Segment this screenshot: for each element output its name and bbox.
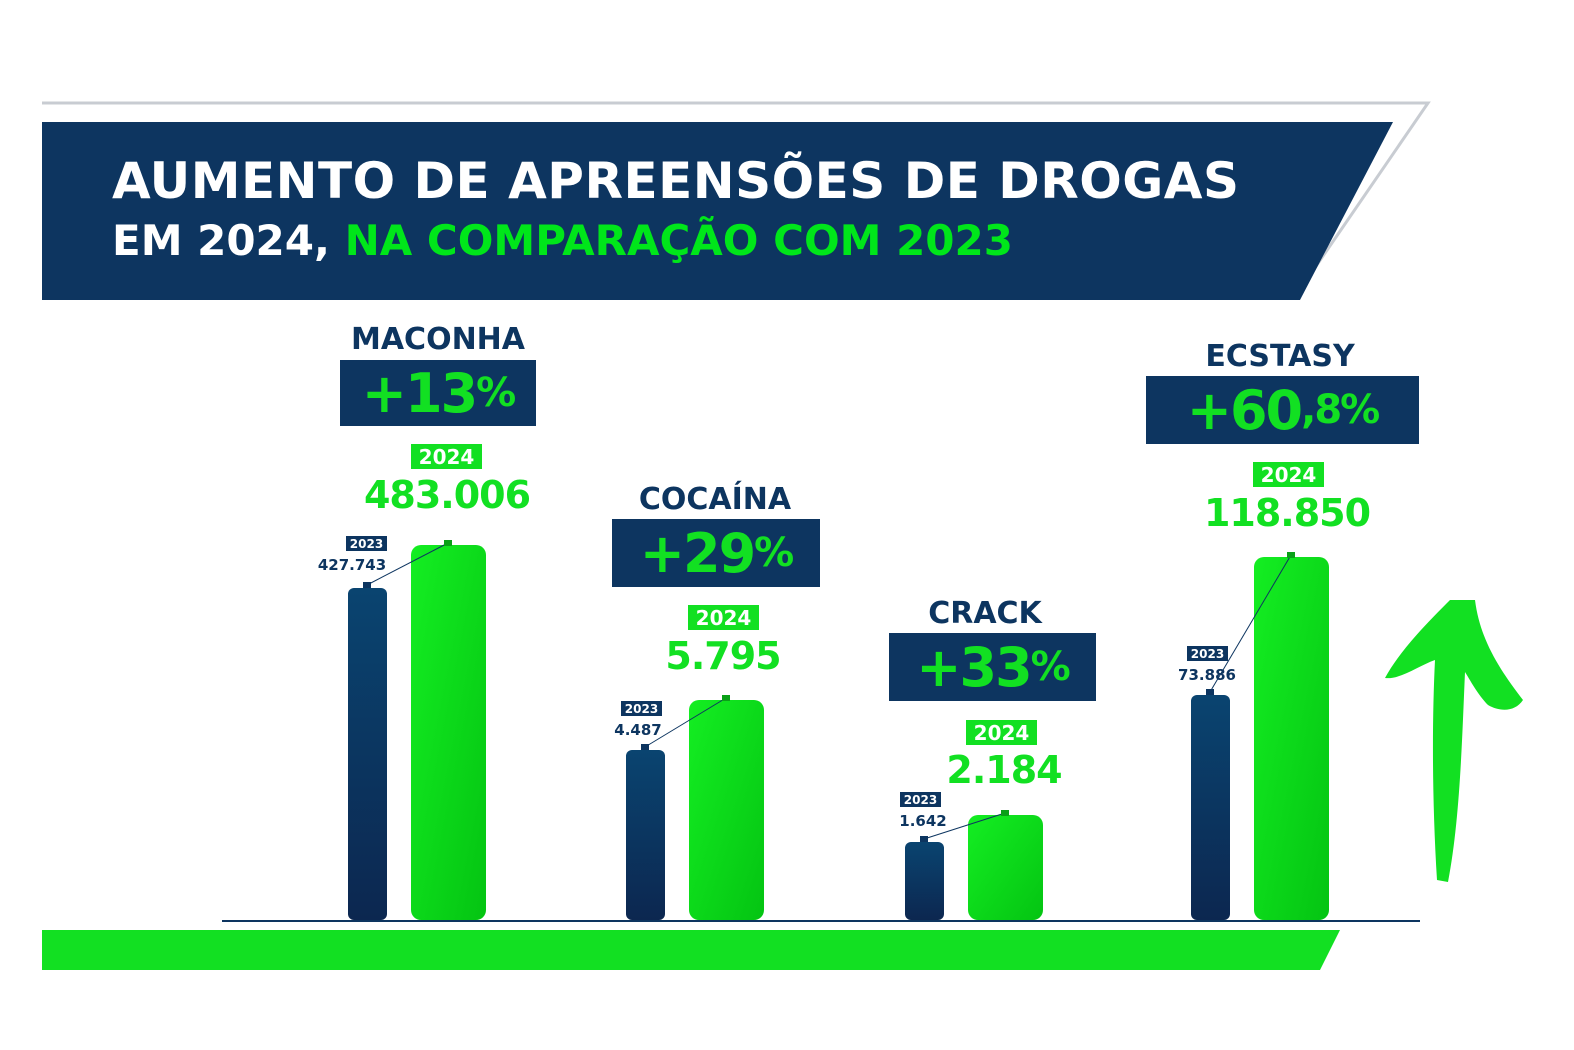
value-2024: 483.006 — [363, 473, 531, 517]
value-2024: 5.795 — [665, 634, 781, 678]
connector-line — [366, 542, 449, 586]
percent-change-box: +29% — [612, 519, 820, 587]
up-arrow-icon — [1385, 600, 1523, 882]
drug-name: ECSTASY — [1205, 339, 1355, 374]
value-2024: 118.850 — [1203, 491, 1371, 535]
percent-change-value: +60 — [1186, 378, 1303, 442]
year-2023-tag: 2023 — [1187, 646, 1228, 661]
year-2023-tag: 2023 — [346, 536, 387, 551]
year-2024-tag: 2024 — [966, 720, 1037, 745]
bar-2023 — [348, 588, 387, 920]
drug-name: CRACK — [928, 596, 1042, 631]
marker-2023 — [1206, 689, 1214, 695]
bar-2024 — [689, 700, 764, 920]
value-2023: 427.743 — [317, 556, 387, 574]
connector-line — [923, 812, 1006, 840]
title-line-1: AUMENTO DE APREENSÕES DE DROGAS — [112, 152, 1240, 210]
percent-change-box: +60,8% — [1146, 376, 1419, 444]
header-outline — [42, 101, 1431, 276]
bar-2024 — [1254, 557, 1329, 920]
year-2024-tag: 2024 — [1253, 462, 1324, 487]
percent-change-value: +33 — [916, 635, 1032, 699]
bar-2023 — [626, 750, 665, 920]
marker-2024 — [1287, 552, 1295, 558]
title-green: NA COMPARAÇÃO COM 2023 — [344, 216, 1013, 265]
marker-2023 — [641, 744, 649, 750]
percent-change-value: +29 — [639, 521, 756, 585]
connector-line — [644, 697, 727, 748]
percent-sign: % — [754, 530, 794, 576]
marker-2024 — [444, 540, 452, 546]
year-2023-tag: 2023 — [900, 792, 941, 807]
value-2024: 2.184 — [946, 748, 1062, 792]
percent-sign: % — [1030, 644, 1071, 690]
value-2023: 4.487 — [614, 721, 662, 739]
marker-2023 — [363, 582, 371, 588]
year-2023-tag: 2023 — [621, 701, 662, 716]
marker-2024 — [722, 695, 730, 701]
drug-name: COCAÍNA — [638, 482, 792, 517]
percent-change-box: +33% — [889, 633, 1096, 701]
footer-green-band — [42, 930, 1340, 970]
connector-line — [1209, 554, 1292, 693]
value-2023: 73.886 — [1178, 666, 1236, 684]
year-2024-tag: 2024 — [411, 444, 482, 469]
bar-2023 — [905, 842, 944, 920]
marker-2024 — [1001, 810, 1009, 816]
percent-change-value: +13 — [361, 361, 478, 425]
bar-2024 — [411, 545, 486, 920]
percent-sign: ,8% — [1301, 387, 1380, 433]
value-2023: 1.642 — [899, 812, 947, 830]
percent-change-box: +13% — [340, 360, 536, 426]
percent-sign: % — [476, 370, 516, 416]
bar-2024 — [968, 815, 1043, 920]
title-line-2: EM 2024, NA COMPARAÇÃO COM 2023 — [112, 216, 1013, 265]
bar-2023 — [1191, 695, 1230, 920]
marker-2023 — [920, 836, 928, 842]
drug-name: MACONHA — [350, 322, 526, 357]
title-white: EM 2024, — [112, 216, 330, 265]
header-banner — [42, 122, 1393, 300]
year-2024-tag: 2024 — [688, 605, 759, 630]
